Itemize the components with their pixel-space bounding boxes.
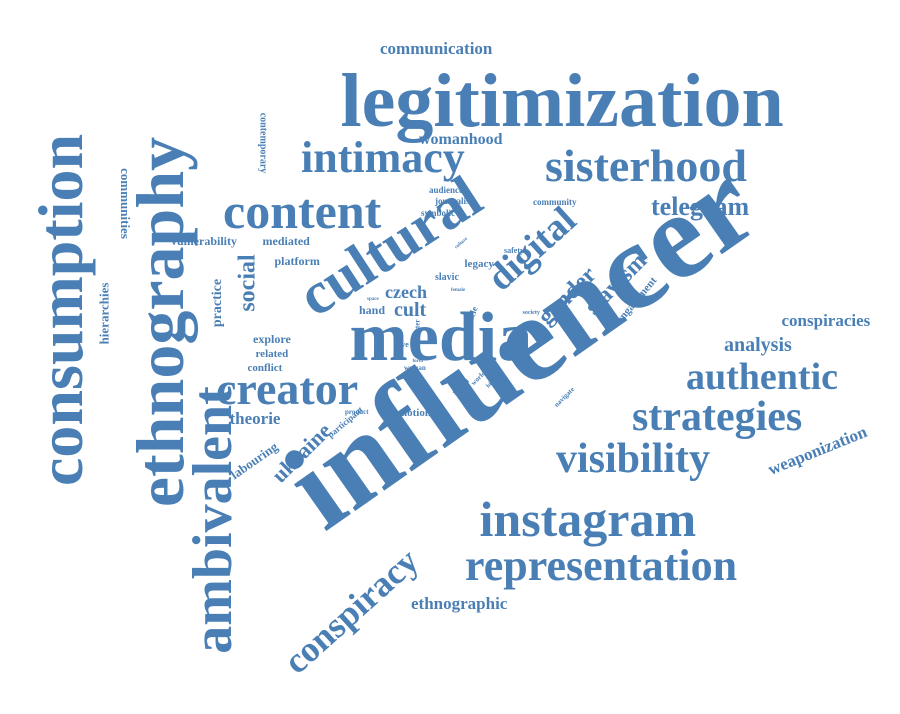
word-strategies: strategies: [632, 394, 803, 440]
word-communities: communities: [117, 167, 133, 239]
word-sister: sister: [413, 319, 422, 335]
word-platform: platform: [274, 254, 320, 268]
word-social: social: [234, 254, 261, 312]
word-slavic: slavic: [435, 272, 459, 283]
word-content: content: [223, 183, 382, 239]
word-ethnographic: ethnographic: [411, 593, 508, 613]
word-womanhood: womanhood: [419, 131, 503, 148]
word-space: space: [367, 296, 379, 302]
word-vulnerability: vulnerability: [171, 234, 238, 248]
word-authentic: authentic: [686, 356, 838, 398]
word-love: love: [395, 340, 409, 349]
word-related: related: [255, 347, 289, 360]
word-symbolic: symbolic: [421, 207, 456, 218]
word-journalism: journalism: [435, 195, 478, 206]
word-telegram: telegram: [651, 192, 750, 221]
word-representation: representation: [465, 541, 738, 590]
word-visibility: visibility: [556, 436, 711, 482]
word-woman: woman: [404, 363, 426, 372]
word-theorie: theorie: [229, 408, 281, 428]
word-media: media: [349, 299, 533, 376]
word-hierarchies: hierarchies: [96, 282, 112, 344]
word-product: product: [345, 407, 369, 416]
word-instagram: instagram: [479, 491, 697, 547]
word-conspiracies: conspiracies: [781, 310, 871, 330]
word-hand: hand: [359, 303, 386, 317]
word-form: form: [412, 358, 424, 364]
word-society: society: [522, 310, 540, 316]
word-consumption: consumption: [25, 133, 97, 487]
word-creator: creator: [216, 363, 359, 414]
word-analysis: analysis: [724, 334, 792, 356]
word-female: female: [451, 287, 466, 293]
word-intimacy: intimacy: [301, 133, 465, 182]
word-czech: czech: [385, 282, 427, 302]
word-safety: safety: [504, 246, 524, 255]
word-notion: notion: [401, 406, 431, 419]
word-conspiracy: conspiracy: [275, 540, 427, 682]
word-explore: explore: [253, 332, 291, 346]
word-legacy: legacy: [464, 257, 494, 270]
word-sisterhood: sisterhood: [545, 140, 747, 191]
word-community: community: [533, 196, 577, 207]
word-mediated: mediated: [262, 234, 310, 248]
word-practice: practice: [210, 278, 226, 328]
word-communication: communication: [380, 38, 493, 58]
word-legitimization: legitimization: [340, 59, 784, 143]
word-audience: audience: [429, 184, 464, 195]
word-cult: cult: [394, 299, 427, 321]
word-conflict: conflict: [247, 361, 283, 374]
word-contemporary: contemporary: [256, 112, 268, 174]
